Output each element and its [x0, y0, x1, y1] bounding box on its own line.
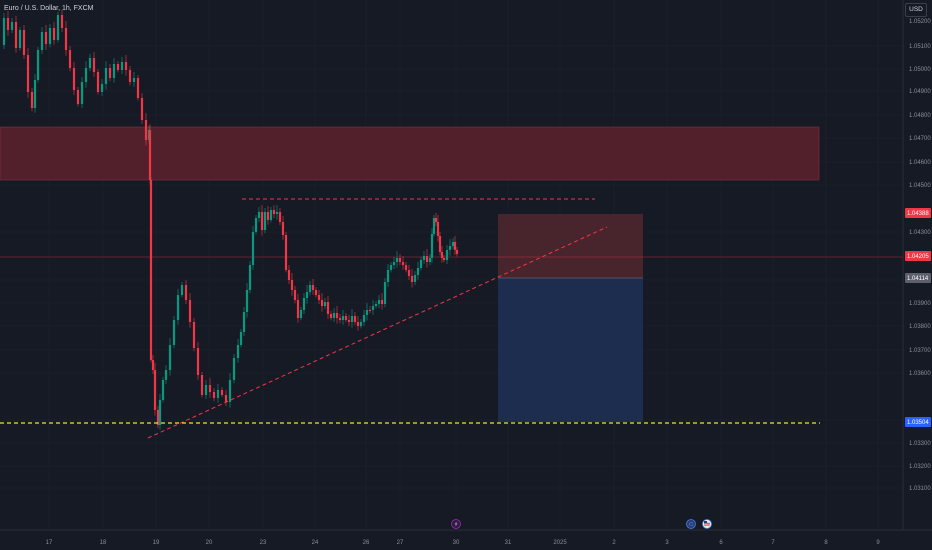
- price-axis-label: 1.04500: [909, 183, 931, 189]
- time-axis-label: 6: [719, 540, 723, 546]
- time-axis-label: 18: [100, 540, 107, 546]
- time-axis-label: 8: [824, 540, 828, 546]
- price-axis-label: 1.03700: [909, 348, 931, 354]
- event-us-flag-icon[interactable]: [702, 519, 712, 529]
- price-axis-label: 1.03800: [909, 324, 931, 330]
- event-eu-flag-icon[interactable]: [686, 519, 696, 529]
- time-axis-label: 23: [260, 540, 267, 546]
- time-axis[interactable]: 17 18 19 20 23 24 26 27 30 31 2025 2 3 6 7 8 9: [46, 540, 881, 546]
- time-axis-label: 2: [612, 540, 616, 546]
- price-axis-label: 1.05000: [909, 67, 931, 73]
- price-tags: 1.05200 1.04388 1.04205 1.04114 1.03504: [905, 19, 931, 427]
- time-axis-label: 17: [46, 540, 53, 546]
- price-tag: 1.04205: [907, 254, 929, 260]
- take-profit-zone[interactable]: [498, 278, 643, 422]
- price-axis-label: 1.03100: [909, 486, 931, 492]
- price-axis-label: 1.05100: [909, 44, 931, 50]
- time-axis-label: 24: [312, 540, 319, 546]
- time-axis-label: 30: [453, 540, 460, 546]
- price-tag: 1.04114: [907, 276, 929, 282]
- time-axis-label: 20: [206, 540, 213, 546]
- time-axis-label: 26: [363, 540, 370, 546]
- currency-button[interactable]: USD: [905, 3, 927, 17]
- price-tag: 1.05200: [909, 19, 931, 25]
- price-axis-label: 1.04800: [909, 113, 931, 119]
- price-axis-label: 1.03300: [909, 441, 931, 447]
- ascending-trendline[interactable]: [147, 226, 608, 439]
- symbol-title[interactable]: Euro / U.S. Dollar, 1h, FXCM: [4, 5, 94, 12]
- price-tag-box: [905, 417, 931, 427]
- price-tag-box: [905, 273, 931, 283]
- price-tag: 1.03504: [907, 420, 929, 426]
- price-axis-label: 1.03900: [909, 301, 931, 307]
- stop-loss-zone[interactable]: [498, 214, 643, 278]
- time-axis-label: 2025: [553, 540, 567, 546]
- price-axis-label: 1.04900: [909, 89, 931, 95]
- price-tag: 1.04388: [907, 211, 929, 217]
- price-axis-label: 1.03600: [909, 371, 931, 377]
- time-axis-label: 9: [876, 540, 880, 546]
- time-axis-label: 7: [771, 540, 775, 546]
- time-axis-label: 19: [153, 540, 160, 546]
- price-tag-box: [905, 208, 931, 218]
- candlestick-series: [2, 10, 459, 430]
- chart-grid: [0, 0, 903, 530]
- price-axis-label: 1.03200: [909, 464, 931, 470]
- time-axis-label: 31: [505, 540, 512, 546]
- price-axis-label: 1.04600: [909, 160, 931, 166]
- time-axis-label: 27: [397, 540, 404, 546]
- event-lightning-icon[interactable]: [451, 519, 461, 529]
- price-axis-label: 1.04700: [909, 136, 931, 142]
- price-tag-box: [905, 251, 931, 261]
- time-axis-label: 3: [665, 540, 669, 546]
- resistance-zone[interactable]: [0, 126, 820, 181]
- price-axis-label: 1.04300: [909, 230, 931, 236]
